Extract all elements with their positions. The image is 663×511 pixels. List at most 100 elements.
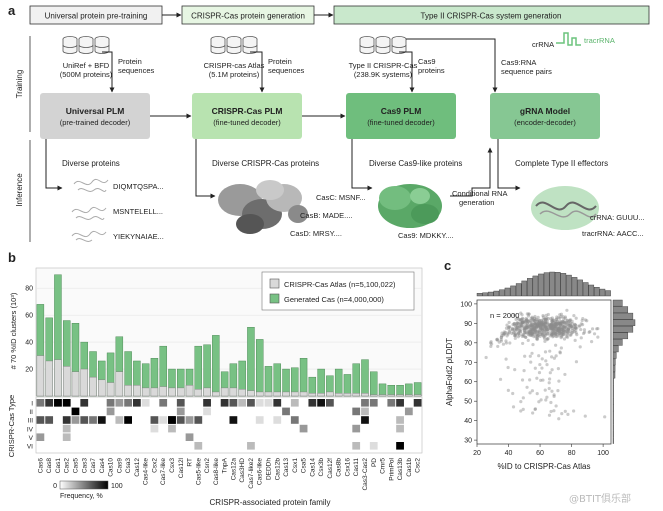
scatter-point	[559, 321, 563, 325]
heatmap-cell	[361, 407, 369, 416]
scatter-point	[537, 318, 541, 322]
scatter-point	[551, 331, 555, 336]
scatter-point	[535, 329, 540, 333]
scatter-point	[544, 331, 548, 335]
bar-generated	[255, 339, 264, 397]
scatter-point	[557, 332, 561, 336]
scatter-point	[520, 322, 524, 326]
scatter-point	[573, 322, 577, 326]
heatmap-cell	[255, 399, 264, 407]
output-title-4: Complete Type II effectors	[515, 159, 608, 168]
scatter-point	[565, 308, 569, 312]
scatter-point	[507, 325, 511, 329]
heatmap-cell	[352, 442, 361, 450]
scatter-point	[566, 323, 570, 327]
scatter-point	[549, 324, 553, 329]
scatter-point	[544, 319, 548, 323]
scatter-point	[554, 325, 558, 330]
bar-generated	[387, 385, 396, 397]
scatter-point	[550, 322, 554, 326]
scatter-point	[549, 323, 553, 327]
hist-right-bar	[612, 437, 614, 444]
scatter-point	[574, 331, 578, 335]
heatmap-cell	[361, 399, 369, 407]
bar-atlas	[168, 387, 176, 397]
crispr-seq-casb: CasB: MADE....	[300, 211, 353, 220]
heatmap-cell	[176, 399, 185, 407]
scatter-area	[476, 299, 612, 445]
heatmap-cell	[396, 416, 404, 424]
scatter-point	[518, 328, 522, 333]
scatter-point	[572, 409, 576, 413]
scatter-point	[550, 368, 554, 372]
scatter-point	[557, 325, 561, 329]
inference-arrow-1	[45, 139, 63, 191]
heatmap-cell	[282, 407, 290, 416]
scatter-point	[533, 326, 537, 330]
legend-swatch-atlas	[269, 278, 280, 289]
heatmap-cell	[185, 433, 194, 441]
scatter-point	[507, 325, 511, 329]
scatter-point	[496, 344, 500, 349]
scatter-point	[557, 328, 561, 333]
scatter-point	[538, 322, 542, 327]
scatter-point	[534, 322, 538, 327]
heatmap-cell	[273, 416, 282, 424]
scatter-point	[539, 324, 543, 328]
scatter-point	[490, 342, 494, 346]
bar-x-tick-label: Csn2	[204, 458, 211, 474]
scatter-point	[516, 325, 520, 329]
scatter-point	[556, 326, 560, 331]
scatter-point	[548, 327, 553, 331]
scatter-point	[514, 328, 519, 332]
scatter-point	[565, 331, 569, 336]
scatter-point	[544, 359, 548, 363]
scatter-point	[522, 326, 526, 330]
scatter-point	[534, 321, 539, 326]
scatter-point	[508, 325, 512, 329]
cas9-seq: Cas9: MDKKY....	[398, 231, 454, 240]
source-arrow-2-label2: sequences	[268, 66, 305, 75]
bar-x-tick-label: Cas2	[64, 458, 71, 474]
scatter-point	[542, 325, 546, 329]
scatter-point	[531, 331, 535, 335]
scatter-point	[557, 417, 561, 421]
scatter-point	[529, 323, 533, 327]
scatter-point	[563, 372, 567, 377]
scatter-point	[535, 376, 539, 380]
protein-rna-complex	[531, 186, 599, 230]
heatmap-cell	[176, 407, 185, 416]
hist-top-bar	[493, 290, 500, 297]
hist-top-bar	[521, 280, 528, 297]
scatter-point	[541, 322, 545, 327]
scatter-point	[565, 319, 569, 323]
scatter-point	[559, 321, 563, 325]
scatter-point	[502, 330, 506, 334]
output-title-3: Diverse Cas9-like proteins	[369, 159, 462, 168]
heatmap-cell	[62, 433, 71, 441]
heatmap-cell	[176, 416, 185, 424]
scatter-point	[556, 389, 560, 393]
scatter-point	[561, 325, 565, 329]
scatter-point	[535, 334, 539, 338]
scatter-point	[526, 332, 530, 336]
scatter-plot: 20 40 60 80 100 30 40 50 60 70 80 90 100	[460, 299, 612, 457]
scatter-y-tick-label: 30	[464, 438, 472, 445]
scatter-point	[531, 342, 535, 347]
scatter-point	[513, 368, 517, 372]
heatmap-cell	[36, 399, 45, 407]
scatter-point	[518, 318, 522, 322]
scatter-point	[546, 325, 550, 329]
scatter-point	[519, 327, 523, 332]
scatter-point	[546, 322, 551, 326]
scatter-point	[555, 315, 559, 319]
scatter-point	[536, 322, 540, 327]
bar-x-tick-label: Cas4	[99, 458, 106, 474]
scatter-point	[539, 323, 543, 327]
scatter-point	[519, 318, 523, 322]
scatter-point	[534, 325, 538, 329]
scatter-point	[518, 330, 522, 334]
scatter-point	[540, 332, 544, 336]
scatter-point	[525, 324, 530, 328]
scatter-point	[544, 313, 548, 317]
